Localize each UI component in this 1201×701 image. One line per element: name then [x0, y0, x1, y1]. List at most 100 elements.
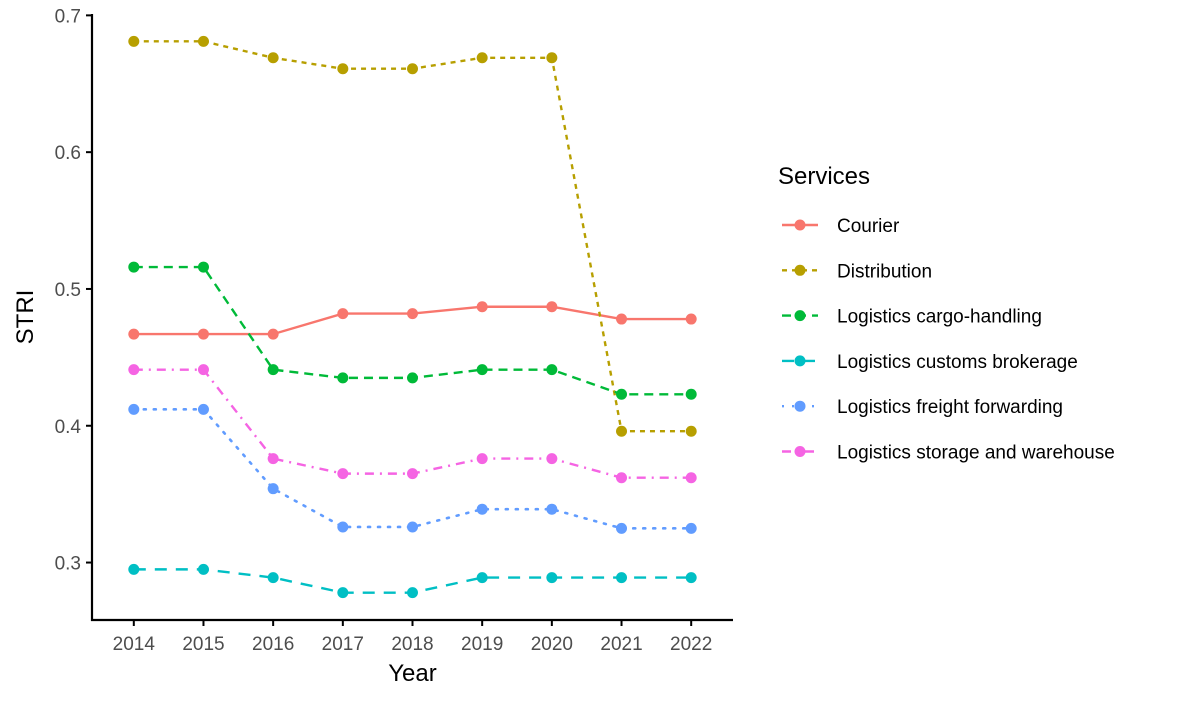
legend-label: Courier: [837, 216, 900, 237]
data-point: [616, 425, 628, 437]
legend-item: Courier: [782, 216, 900, 237]
data-point: [476, 572, 488, 584]
data-point: [337, 521, 349, 533]
data-point: [407, 587, 418, 599]
data-point: [337, 63, 349, 75]
x-tick-label: 2020: [531, 634, 573, 655]
data-point: [197, 328, 209, 340]
data-point: [197, 563, 209, 575]
x-tick-label: 2017: [322, 634, 364, 655]
data-point: [128, 261, 140, 273]
data-point: [616, 388, 628, 400]
data-point: [267, 572, 279, 584]
data-point: [197, 403, 209, 415]
series-distribution: [128, 35, 697, 437]
legend-item: Logistics storage and warehouse: [782, 443, 1115, 464]
legend-key-point: [794, 355, 806, 367]
data-point: [685, 388, 697, 400]
data-point: [267, 364, 279, 376]
legend-label: Logistics freight forwarding: [837, 397, 1063, 418]
data-point: [337, 468, 349, 480]
series-logistics-cargo-handling: [128, 261, 697, 400]
data-point: [407, 372, 418, 384]
legend-title: Services: [778, 163, 870, 190]
data-point: [685, 572, 697, 584]
y-axis-title: STRI: [12, 290, 39, 345]
data-point: [685, 522, 697, 534]
data-point: [476, 364, 488, 376]
data-point: [546, 572, 558, 584]
x-tick-label: 2018: [391, 634, 433, 655]
series-courier: [128, 301, 697, 340]
y-tick-label: 0.5: [55, 280, 81, 301]
legend-item: Logistics cargo-handling: [782, 307, 1042, 328]
data-point: [128, 364, 140, 376]
data-point: [685, 425, 697, 437]
data-point: [685, 472, 697, 484]
x-tick-label: 2015: [182, 634, 224, 655]
data-point: [476, 453, 488, 465]
data-point: [128, 403, 140, 415]
y-tick-label: 0.4: [55, 417, 82, 438]
data-point: [267, 483, 279, 495]
data-point: [128, 563, 140, 575]
legend-item: Distribution: [782, 261, 932, 282]
data-point: [267, 453, 279, 465]
data-point: [616, 313, 628, 325]
legend: Services Courier Distribution Logistics ca…: [778, 163, 1115, 464]
x-tick-label: 2019: [461, 634, 503, 655]
data-point: [616, 572, 628, 584]
data-point: [128, 35, 140, 47]
y-tick-label: 0.6: [55, 143, 81, 164]
data-point: [407, 521, 418, 533]
legend-item: Logistics customs brokerage: [782, 352, 1078, 373]
data-point: [616, 472, 628, 484]
data-point: [546, 301, 558, 313]
data-point: [546, 503, 558, 515]
y-tick-label: 0.3: [55, 554, 81, 575]
data-point: [616, 522, 628, 534]
data-point: [267, 328, 279, 340]
data-point: [337, 587, 349, 599]
data-point: [337, 372, 349, 384]
data-point: [407, 63, 418, 75]
data-point: [197, 261, 209, 273]
data-point: [685, 313, 697, 325]
data-point: [197, 364, 209, 376]
y-axis-ticks: 0.3 0.4 0.5 0.6 0.7: [55, 6, 92, 575]
legend-label: Logistics cargo-handling: [837, 307, 1042, 328]
data-point: [197, 35, 209, 47]
data-point: [476, 301, 488, 313]
data-point: [476, 503, 488, 515]
data-point: [546, 52, 558, 64]
data-point: [337, 308, 349, 320]
data-point: [407, 468, 418, 480]
series-logistics-storage-and-warehouse: [128, 364, 697, 484]
legend-label: Logistics storage and warehouse: [837, 443, 1115, 464]
series-logistics-freight-forwarding: [128, 403, 697, 534]
legend-key-point: [794, 446, 806, 457]
legend-key-point: [794, 400, 806, 412]
plot-area: [128, 35, 697, 599]
legend-item: Logistics freight forwarding: [782, 397, 1063, 418]
x-axis-title: Year: [388, 660, 437, 687]
data-point: [267, 52, 279, 64]
x-tick-label: 2016: [252, 634, 294, 655]
series-logistics-customs-brokerage: [128, 563, 697, 599]
data-point: [476, 52, 488, 64]
data-point: [546, 453, 558, 465]
x-tick-label: 2022: [670, 634, 712, 655]
legend-key-point: [794, 310, 806, 322]
data-point: [407, 308, 418, 320]
legend-label: Logistics customs brokerage: [837, 352, 1078, 373]
x-tick-label: 2014: [113, 634, 156, 655]
x-axis-ticks: 2014 2015 2016 2017 2018 2019 2020 2021 2022: [113, 620, 712, 655]
data-point: [128, 328, 140, 340]
data-point: [546, 364, 558, 376]
y-tick-label: 0.7: [55, 6, 81, 27]
legend-label: Distribution: [837, 261, 932, 282]
legend-key-point: [794, 264, 806, 276]
legend-key-point: [794, 219, 806, 231]
x-tick-label: 2021: [600, 634, 642, 655]
